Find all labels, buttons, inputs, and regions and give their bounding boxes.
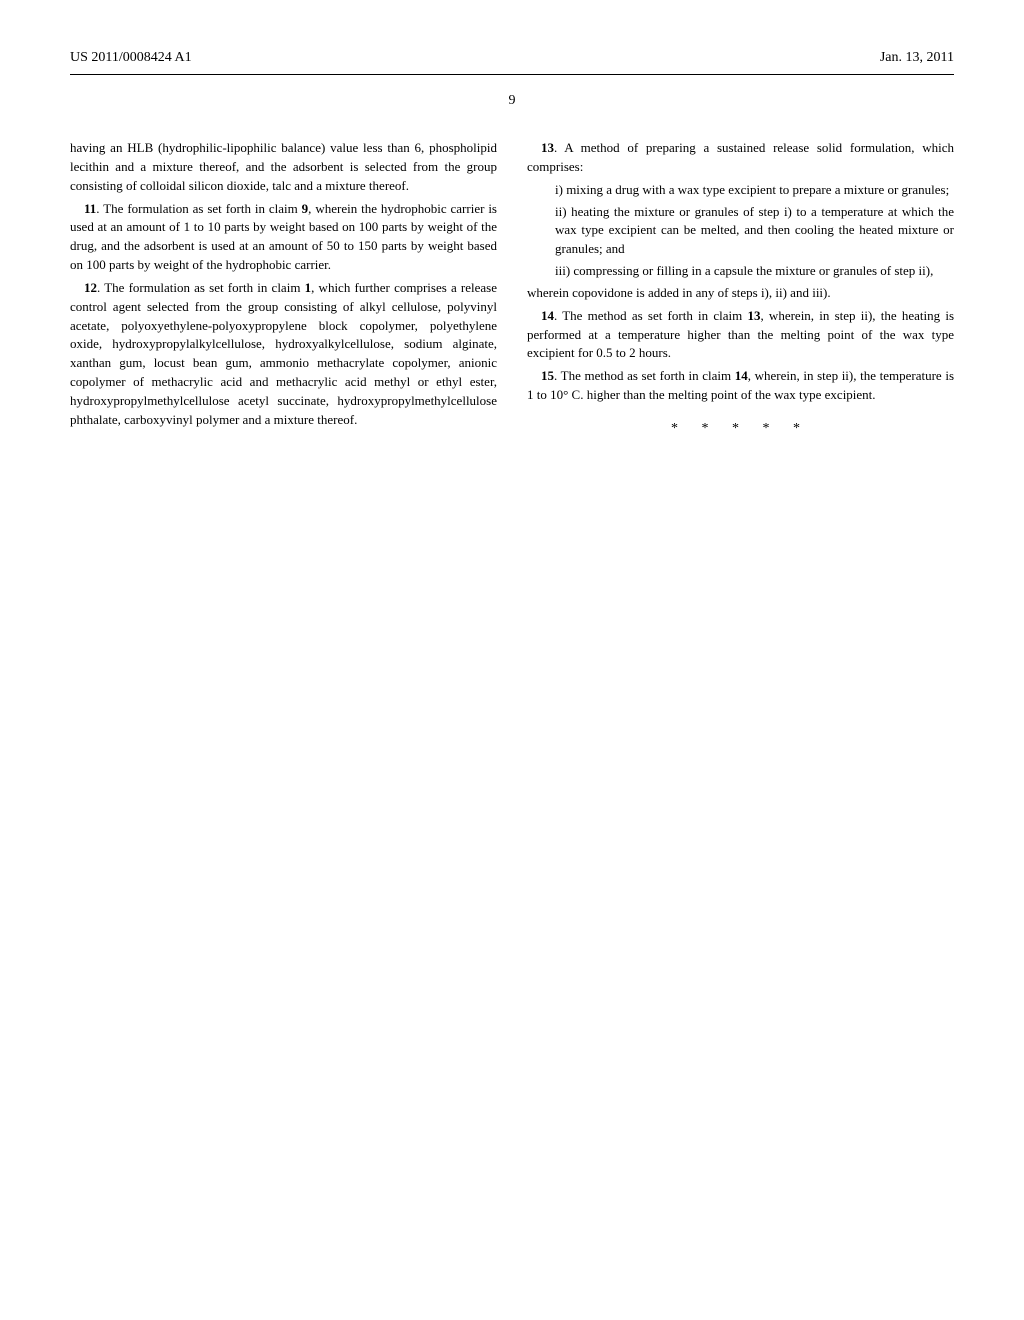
claim-11: 11. The formulation as set forth in clai…: [70, 200, 497, 275]
header-divider: [70, 74, 954, 75]
claim-13-wherein: wherein copovidone is added in any of st…: [527, 284, 954, 303]
publication-date: Jan. 13, 2011: [880, 50, 954, 66]
claim-text: . The method as set forth in claim: [554, 308, 747, 323]
claim-number: 13: [541, 140, 554, 155]
claim-number: 12: [84, 280, 97, 295]
claim-13-step-i: i) mixing a drug with a wax type excipie…: [527, 181, 954, 200]
claim-text: . The formulation as set forth in claim: [97, 280, 305, 295]
claim-ref: 14: [735, 368, 748, 383]
claim-text: . A method of preparing a sustained rele…: [527, 140, 954, 174]
claim-12: 12. The formulation as set forth in clai…: [70, 279, 497, 430]
claim-number: 15: [541, 368, 554, 383]
claim-15: 15. The method as set forth in claim 14,…: [527, 367, 954, 405]
page-number: 9: [70, 93, 954, 109]
para-text: having an HLB (hydrophilic-lipophilic ba…: [70, 140, 497, 193]
claim-13-step-iii: iii) compressing or filling in a capsule…: [527, 262, 954, 281]
claim-text: . The formulation as set forth in claim: [96, 201, 301, 216]
page-header: US 2011/0008424 A1 Jan. 13, 2011: [70, 50, 954, 66]
claim-number: 14: [541, 308, 554, 323]
claim-text: . The method as set forth in claim: [554, 368, 735, 383]
paragraph-continuation: having an HLB (hydrophilic-lipophilic ba…: [70, 139, 497, 196]
claim-14: 14. The method as set forth in claim 13,…: [527, 307, 954, 364]
claim-ref: 13: [747, 308, 760, 323]
closing-marks: * * * * *: [527, 419, 954, 439]
claim-13-step-ii: ii) heating the mixture or granules of s…: [527, 203, 954, 260]
content-columns: having an HLB (hydrophilic-lipophilic ba…: [70, 139, 954, 439]
claim-suffix: , which further comprises a release cont…: [70, 280, 497, 427]
claim-number: 11: [84, 201, 96, 216]
publication-number: US 2011/0008424 A1: [70, 50, 192, 66]
claim-13: 13. A method of preparing a sustained re…: [527, 139, 954, 177]
